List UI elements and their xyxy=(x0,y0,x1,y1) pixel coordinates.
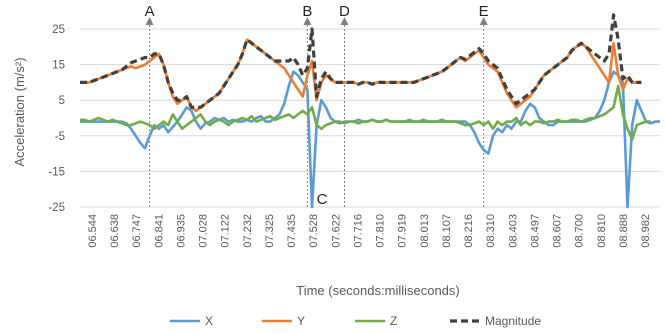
legend-label-y: Y xyxy=(297,314,305,328)
x-tick-label: 08.013 xyxy=(419,214,431,248)
annotation-labels: A B C D E xyxy=(145,3,489,208)
y-tick-label: 15 xyxy=(52,60,65,72)
annotation-label: C xyxy=(317,191,328,208)
x-tick-label: 06.638 xyxy=(109,214,121,248)
x-tick-label: 07.919 xyxy=(397,214,409,248)
y-tick-label: 5 xyxy=(59,95,65,107)
legend-label-magnitude: Magnitude xyxy=(485,314,541,328)
legend: X Y Z Magnitude xyxy=(170,314,541,328)
x-tick-label: 07.435 xyxy=(286,214,298,248)
x-tick-label: 08.497 xyxy=(529,214,541,248)
x-tick-label: 06.544 xyxy=(87,214,99,248)
annotation-label: A xyxy=(145,3,155,20)
y-tick-label: 25 xyxy=(52,24,65,36)
legend-label-x: X xyxy=(205,314,213,328)
y-axis-title: Acceleration (m/s²) xyxy=(12,57,27,166)
annotation-label: D xyxy=(339,3,350,20)
annotation-markers xyxy=(145,17,488,207)
annotation-arrowhead xyxy=(145,17,154,25)
x-tick-label: 08.982 xyxy=(640,214,652,248)
series-line-x xyxy=(80,70,660,209)
x-tick-label: 08.888 xyxy=(618,214,630,248)
series-lines xyxy=(80,13,660,209)
y-tick-labels: 25 15 5 -5 -15 -25 xyxy=(48,24,65,214)
x-tick-label: 07.716 xyxy=(352,214,364,248)
x-tick-label: 06.841 xyxy=(153,214,165,248)
y-tick-label: -15 xyxy=(48,166,65,178)
annotation-label: E xyxy=(479,3,489,20)
x-tick-label: 07.528 xyxy=(308,214,320,248)
x-tick-label: 07.325 xyxy=(264,214,276,248)
x-tick-label: 08.700 xyxy=(574,214,586,248)
x-tick-label: 08.403 xyxy=(507,214,519,248)
x-tick-label: 08.216 xyxy=(463,214,475,248)
annotation-label: B xyxy=(302,3,312,20)
y-tick-label: -5 xyxy=(55,131,65,143)
x-tick-label: 08.107 xyxy=(441,214,453,248)
annotation-arrowhead xyxy=(340,17,349,25)
series-line-z xyxy=(80,84,651,141)
x-tick-label: 08.607 xyxy=(552,214,564,248)
annotation-arrowhead xyxy=(303,17,312,25)
x-tick-label: 07.028 xyxy=(198,214,210,248)
x-tick-label: 08.810 xyxy=(596,214,608,248)
x-tick-label: 07.122 xyxy=(220,214,232,248)
legend-label-z: Z xyxy=(390,314,397,328)
x-tick-label: 06.747 xyxy=(131,214,143,248)
x-axis-title: Time (seconds:milliseconds) xyxy=(296,283,460,298)
y-tick-label: -25 xyxy=(48,202,65,214)
annotation-arrowhead xyxy=(479,17,488,25)
x-tick-labels: 06.544 06.638 06.747 06.841 06.935 07.028 07.1… xyxy=(87,214,652,248)
x-tick-label: 07.622 xyxy=(330,214,342,248)
x-tick-label: 07.810 xyxy=(375,214,387,248)
x-tick-label: 07.232 xyxy=(242,214,254,248)
x-tick-label: 08.310 xyxy=(485,214,497,248)
x-tick-label: 06.935 xyxy=(175,214,187,248)
series-line-magnitude xyxy=(80,13,642,109)
gridlines xyxy=(80,28,660,208)
